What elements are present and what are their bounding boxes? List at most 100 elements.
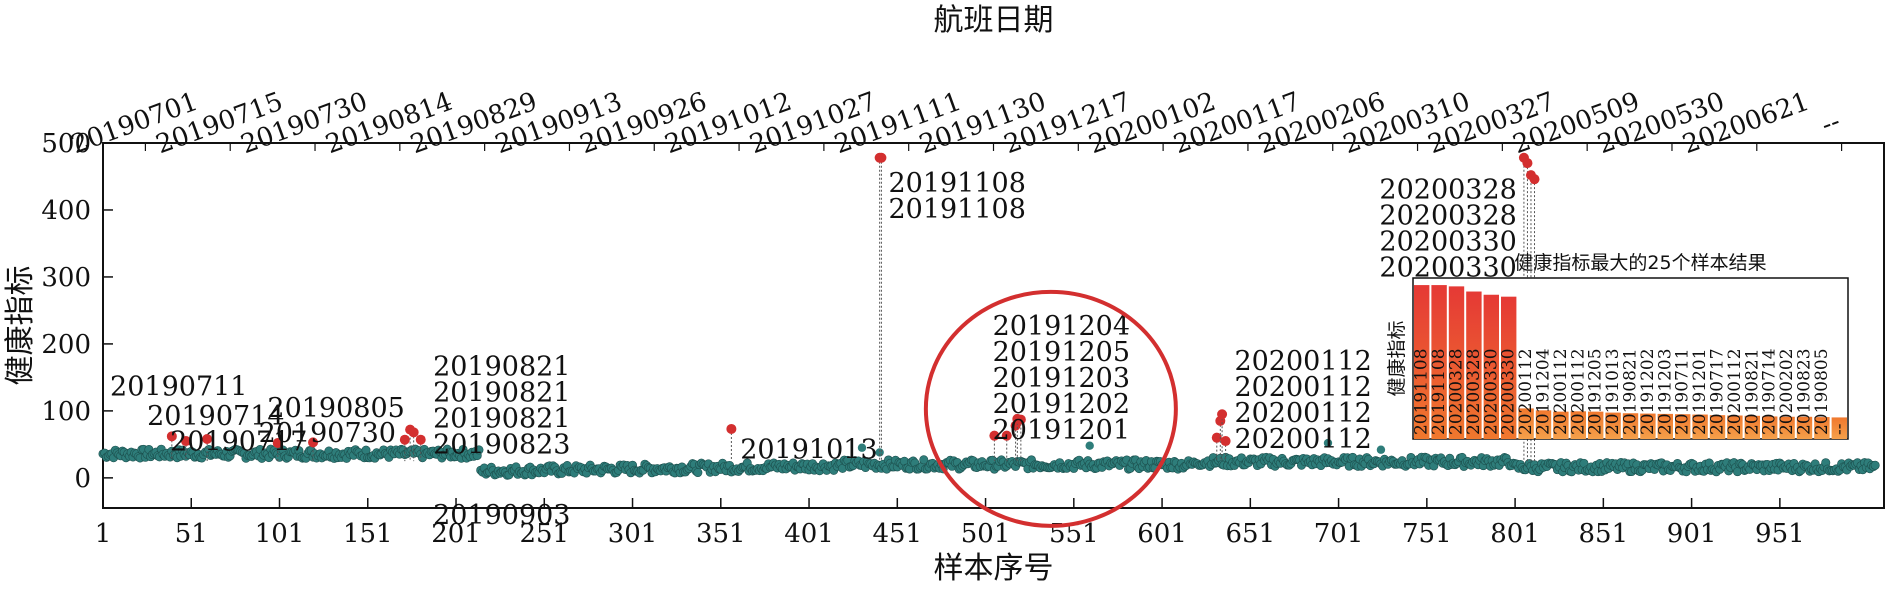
annotation-label: 20191108 [888, 194, 1025, 225]
x-tick-label: 151 [343, 519, 393, 549]
inset-category-label: 20200112 [1568, 348, 1588, 435]
inset-bar [1622, 413, 1639, 439]
top-tick-label: -- [1817, 106, 1844, 140]
inset-bar [1762, 416, 1778, 439]
inset-bar [1692, 414, 1708, 439]
annotation-label: 20190821 [433, 377, 570, 408]
inset-bar [1448, 286, 1465, 439]
annotation-label: 20191204 [993, 311, 1130, 342]
annotation-label: 20200328 [1379, 174, 1516, 205]
annotation-label: 20190821 [433, 351, 570, 382]
highlight-point [1217, 409, 1228, 420]
inset-bar [1709, 415, 1726, 439]
highlight-point [1529, 174, 1540, 185]
highlight-point [180, 436, 191, 447]
inset-category-label: 20191204 [1534, 348, 1554, 435]
inset-category-label: 20190714 [1760, 348, 1780, 435]
inset-bar [1814, 417, 1830, 439]
annotation-label: 20190823 [433, 429, 570, 460]
highlight-point [876, 152, 887, 163]
annotation-label: 20191203 [993, 363, 1130, 394]
inset-bar [1796, 416, 1813, 439]
inset-category-label: 20200202 [1777, 348, 1797, 435]
inset-category-label: 20191013 [1603, 348, 1623, 435]
inset-category-label: 20190717 [1708, 348, 1728, 435]
inset-bar [1727, 415, 1743, 439]
x-tick-label: 101 [255, 519, 305, 549]
inset-category-label: 20200330 [1481, 348, 1501, 435]
inset-y-title: 健康指标 [1386, 320, 1408, 396]
highlight-point [166, 431, 177, 442]
inset-bar [1831, 417, 1847, 439]
normal-point [1085, 441, 1094, 450]
inset-category-label: 20191201 [1690, 348, 1710, 435]
normal-point [1376, 445, 1386, 454]
inset-category-label: 20191205 [1586, 348, 1606, 435]
highlight-point [989, 430, 1000, 441]
inset-category-label: 20190711 [1673, 348, 1693, 435]
top-axis-title: 航班日期 [934, 3, 1054, 38]
highlight-point [272, 438, 283, 449]
normal-point [693, 468, 703, 478]
inset-bar [1640, 413, 1656, 439]
x-tick-label: 1 [95, 519, 112, 549]
inset-category-label: 20200112 [1725, 348, 1745, 435]
inset-bar [1431, 285, 1447, 439]
x-tick-label: 951 [1755, 519, 1805, 549]
inset-bar [1535, 410, 1552, 439]
annotation-label: 20200112 [1234, 346, 1371, 377]
x-tick-label: 51 [175, 519, 208, 549]
highlight-point [202, 434, 213, 445]
highlight-point [1522, 158, 1533, 169]
y-tick-label: 300 [41, 263, 91, 293]
inset-category-label: -- [1829, 424, 1849, 436]
normal-point [1323, 438, 1333, 448]
inset-bar [1675, 414, 1691, 439]
y-tick-label: 400 [41, 196, 91, 226]
inset-category-label: 20191108 [1412, 348, 1432, 435]
x-tick-label: 201 [431, 519, 481, 549]
inset-bar [1483, 294, 1499, 439]
normal-point [1870, 460, 1880, 470]
y-tick-label: 100 [41, 397, 91, 427]
inset-category-label: 20190823 [1795, 348, 1815, 435]
annotation-label: 20191205 [993, 337, 1130, 368]
inset-bar [1588, 411, 1604, 439]
annotation-label: 20190711 [110, 371, 247, 402]
x-tick-label: 801 [1490, 519, 1540, 549]
x-tick-label: 501 [961, 519, 1011, 549]
inset-bar [1605, 412, 1621, 439]
x-tick-label: 751 [1402, 519, 1452, 549]
annotation-label: 20200112 [1234, 372, 1371, 403]
x-tick-label: 351 [696, 519, 746, 549]
y-tick-label: 200 [41, 330, 91, 360]
annotation-label: 20191108 [888, 168, 1025, 199]
annotation-label: 20190903 [433, 500, 570, 531]
annotation-label: 20190821 [433, 403, 570, 434]
highlight-point [1211, 432, 1222, 443]
inset-category-label: 20200330 [1499, 348, 1519, 435]
inset-title: 健康指标最大的25个样本结果 [1514, 252, 1766, 274]
normal-points [98, 438, 1880, 480]
annotation-label: 20190805 [267, 393, 404, 424]
y-tick-label: 0 [74, 464, 91, 494]
normal-point [857, 443, 867, 452]
highlight-point [415, 434, 426, 445]
highlight-point [308, 437, 319, 448]
highlight-point [1001, 430, 1012, 441]
x-tick-label: 651 [1226, 519, 1276, 549]
y-tick-label: 500 [41, 129, 91, 159]
inset-category-label: 20200112 [1516, 348, 1536, 435]
annotation-label: 20200328 [1379, 200, 1516, 231]
inset-bar [1518, 408, 1534, 439]
inset-bar [1466, 291, 1482, 439]
inset-category-label: 20190821 [1742, 348, 1762, 435]
inset-bar [1553, 411, 1569, 439]
inset-category-label: 20200112 [1551, 348, 1571, 435]
inset-bar [1414, 285, 1430, 439]
inset-category-label: 20190821 [1621, 348, 1641, 435]
annotation-label: 20191202 [993, 389, 1130, 420]
x-tick-label: 401 [784, 519, 834, 549]
